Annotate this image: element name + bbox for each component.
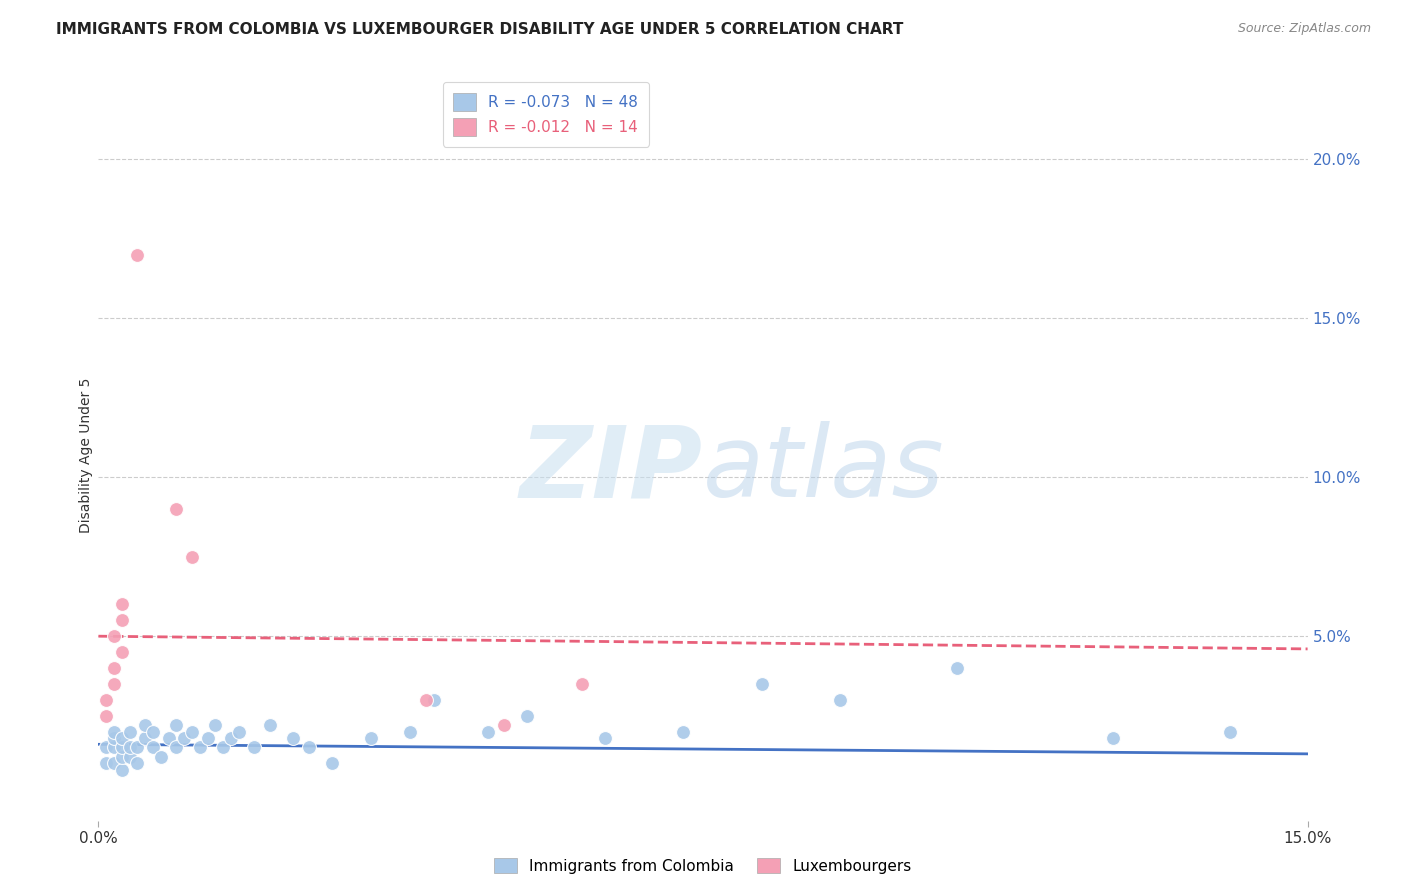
Point: [494, 718, 516, 732]
Point: [1219, 724, 1241, 739]
Point: [103, 756, 125, 771]
Point: [571, 677, 593, 691]
Point: [399, 724, 422, 739]
Point: [197, 731, 219, 745]
Point: [127, 247, 149, 261]
Point: [283, 731, 305, 745]
Point: [415, 693, 437, 707]
Point: [103, 629, 125, 643]
Point: [111, 598, 134, 612]
Point: [360, 731, 382, 745]
Point: [828, 693, 851, 707]
Point: [321, 756, 343, 771]
Point: [423, 693, 446, 707]
Point: [181, 724, 204, 739]
Point: [188, 740, 211, 755]
Y-axis label: Disability Age Under 5: Disability Age Under 5: [79, 377, 93, 533]
Point: [181, 549, 204, 564]
Point: [103, 740, 125, 755]
Legend: R = -0.073   N = 48, R = -0.012   N = 14: R = -0.073 N = 48, R = -0.012 N = 14: [443, 82, 650, 146]
Point: [212, 740, 235, 755]
Point: [103, 724, 125, 739]
Point: [134, 731, 156, 745]
Point: [118, 750, 141, 764]
Point: [103, 661, 125, 675]
Point: [111, 763, 134, 777]
Point: [165, 740, 187, 755]
Point: [111, 750, 134, 764]
Point: [298, 740, 321, 755]
Legend: Immigrants from Colombia, Luxembourgers: Immigrants from Colombia, Luxembourgers: [488, 852, 918, 880]
Point: [111, 731, 134, 745]
Point: [672, 724, 695, 739]
Point: [127, 740, 149, 755]
Point: [134, 718, 156, 732]
Point: [111, 613, 134, 627]
Point: [157, 731, 180, 745]
Text: ZIP: ZIP: [520, 421, 703, 518]
Point: [228, 724, 250, 739]
Point: [259, 718, 281, 732]
Point: [219, 731, 242, 745]
Point: [516, 708, 538, 723]
Point: [595, 731, 617, 745]
Point: [477, 724, 499, 739]
Point: [1101, 731, 1123, 745]
Point: [103, 731, 125, 745]
Point: [751, 677, 773, 691]
Point: [96, 756, 118, 771]
Point: [127, 756, 149, 771]
Point: [149, 750, 172, 764]
Text: atlas: atlas: [703, 421, 945, 518]
Point: [243, 740, 266, 755]
Point: [142, 740, 165, 755]
Point: [945, 661, 967, 675]
Text: IMMIGRANTS FROM COLOMBIA VS LUXEMBOURGER DISABILITY AGE UNDER 5 CORRELATION CHAR: IMMIGRANTS FROM COLOMBIA VS LUXEMBOURGER…: [56, 22, 904, 37]
Point: [142, 724, 165, 739]
Point: [103, 677, 125, 691]
Point: [111, 645, 134, 659]
Point: [165, 502, 187, 516]
Point: [118, 724, 141, 739]
Point: [96, 740, 118, 755]
Point: [173, 731, 195, 745]
Text: Source: ZipAtlas.com: Source: ZipAtlas.com: [1237, 22, 1371, 36]
Point: [111, 740, 134, 755]
Point: [165, 718, 187, 732]
Point: [118, 740, 141, 755]
Point: [96, 708, 118, 723]
Point: [96, 693, 118, 707]
Point: [204, 718, 226, 732]
